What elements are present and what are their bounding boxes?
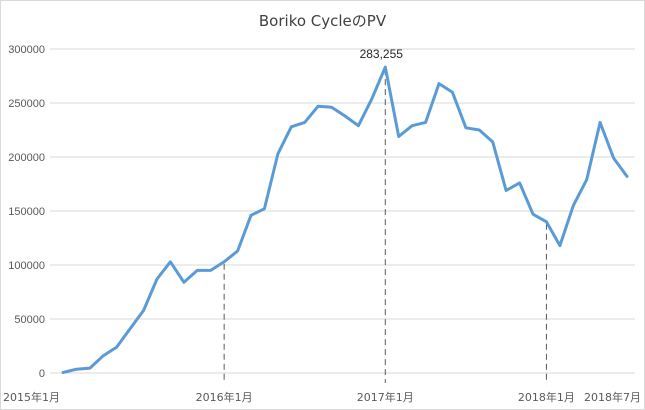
data-point	[129, 327, 132, 330]
data-point	[196, 269, 199, 272]
x-tick-label: 2018年7月	[584, 390, 641, 404]
data-point	[545, 220, 548, 223]
y-tick-label: 300000	[8, 44, 45, 56]
data-point	[169, 260, 172, 263]
data-point	[344, 114, 347, 117]
data-point	[236, 249, 239, 252]
data-point	[518, 181, 521, 184]
data-point	[572, 204, 575, 207]
y-tick-label: 200000	[8, 152, 45, 164]
data-point	[599, 121, 602, 124]
series-line	[61, 65, 629, 374]
data-point	[263, 207, 266, 210]
data-point	[250, 214, 253, 217]
data-point	[370, 97, 373, 100]
y-tick-label: 100000	[8, 260, 45, 272]
data-point	[115, 346, 118, 349]
data-point	[585, 178, 588, 181]
data-point	[75, 368, 78, 371]
chart-title: Boriko CycleのPV	[258, 12, 387, 30]
x-tick-label: 2016年1月	[196, 390, 253, 404]
y-tick-label: 250000	[8, 98, 45, 110]
data-point	[276, 152, 279, 155]
y-tick-label: 150000	[8, 206, 45, 218]
data-point	[464, 126, 467, 129]
data-point	[558, 244, 561, 247]
y-tick-label: 0	[39, 368, 45, 380]
data-point	[424, 121, 427, 124]
data-point	[303, 121, 306, 124]
data-point	[451, 91, 454, 94]
data-point	[290, 125, 293, 128]
data-point	[317, 105, 320, 108]
data-point	[438, 82, 441, 85]
data-point	[142, 309, 145, 312]
data-point	[357, 124, 360, 127]
data-point	[209, 269, 212, 272]
data-point	[384, 66, 387, 69]
data-point	[102, 354, 105, 357]
data-point	[478, 129, 481, 132]
data-point	[88, 367, 91, 370]
y-tick-label: 50000	[14, 314, 45, 326]
data-point	[182, 281, 185, 284]
data-point	[626, 175, 629, 178]
x-tick-label: 2018年1月	[518, 390, 575, 404]
peak-annotation: 283,255	[360, 47, 404, 61]
data-point	[532, 213, 535, 216]
x-tick-label: 2015年1月	[3, 390, 60, 404]
data-point	[612, 157, 615, 160]
data-point	[330, 106, 333, 109]
data-point	[156, 278, 159, 281]
data-point	[62, 371, 65, 374]
data-point	[397, 135, 400, 138]
data-point	[411, 124, 414, 127]
x-tick-label: 2017年1月	[357, 390, 414, 404]
data-point	[223, 260, 226, 263]
data-point	[491, 140, 494, 143]
data-point	[505, 189, 508, 192]
